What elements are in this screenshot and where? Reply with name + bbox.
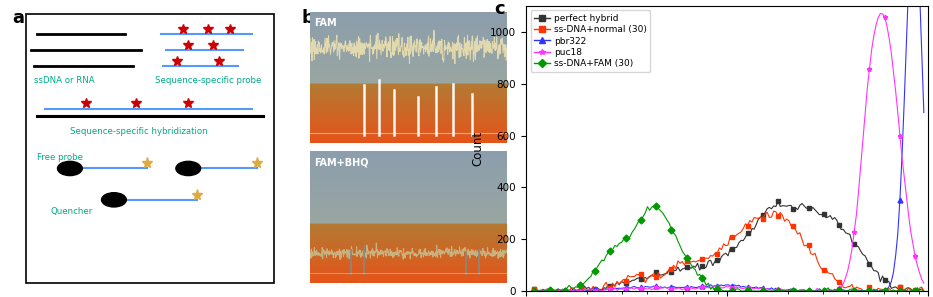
Text: a: a — [12, 9, 24, 27]
Y-axis label: Count: Count — [471, 131, 484, 166]
Text: Free probe: Free probe — [37, 153, 83, 162]
Ellipse shape — [176, 161, 201, 176]
FancyBboxPatch shape — [26, 15, 273, 282]
Text: Sequence-specific probe: Sequence-specific probe — [155, 76, 261, 85]
Legend: perfect hybrid, ss-DNA+normal (30), pbr322, puc18, ss-DNA+FAM (30): perfect hybrid, ss-DNA+normal (30), pbr3… — [531, 10, 650, 72]
Ellipse shape — [102, 193, 126, 207]
Text: c: c — [494, 0, 505, 18]
Text: ssDNA or RNA: ssDNA or RNA — [35, 76, 95, 85]
Text: b: b — [301, 9, 314, 27]
Text: Quencher: Quencher — [50, 207, 93, 216]
Ellipse shape — [58, 161, 82, 176]
Text: Sequence-specific hybridization: Sequence-specific hybridization — [70, 127, 207, 136]
